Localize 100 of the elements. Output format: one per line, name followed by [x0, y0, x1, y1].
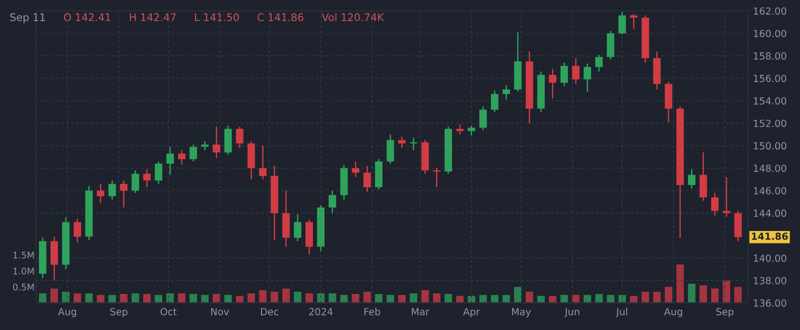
- bar: [120, 294, 128, 303]
- bar: [282, 288, 290, 303]
- y-tick-label: 150.00: [754, 142, 786, 150]
- candlestick: [432, 168, 440, 188]
- y-tick-label: 138.00: [754, 276, 786, 284]
- bar: [514, 286, 522, 303]
- annotation: O 142.41: [64, 13, 110, 22]
- x-tick-label: Aug: [664, 308, 682, 318]
- bar: [502, 294, 510, 303]
- bar: [143, 294, 151, 303]
- candlestick: [700, 152, 708, 202]
- candlestick: [120, 180, 128, 208]
- bar: [734, 286, 742, 303]
- y-tick-label: 156.00: [754, 74, 786, 82]
- bar: [432, 293, 440, 303]
- bar: [190, 294, 198, 303]
- bar: [375, 294, 382, 303]
- bar: [62, 292, 70, 303]
- bar: [270, 292, 278, 303]
- candlestick: [166, 146, 174, 176]
- candlestick: [456, 124, 464, 136]
- bar: [386, 294, 394, 303]
- bar: [74, 293, 82, 303]
- y2-tick-label: 1.0M: [13, 268, 34, 274]
- bar: [224, 294, 232, 303]
- bar: [548, 296, 556, 303]
- candlestick: [548, 68, 556, 100]
- bar: [560, 294, 568, 303]
- bar: [201, 294, 209, 303]
- bar: [490, 294, 498, 303]
- bar: [456, 296, 464, 303]
- bar: [526, 292, 534, 303]
- bar: [642, 292, 650, 303]
- annotation: H 142.47: [130, 13, 176, 22]
- y-tick-label: 160.00: [754, 30, 786, 38]
- bar: [352, 294, 360, 303]
- candlestick: [490, 90, 498, 113]
- x-tick-label: Oct: [160, 308, 177, 316]
- bar: [132, 293, 140, 303]
- bar: [305, 293, 313, 303]
- bar: [711, 288, 719, 303]
- candlestick: [143, 168, 151, 188]
- bar: [410, 293, 418, 303]
- candlestick: [96, 183, 104, 204]
- x-tick-label: Jul: [616, 308, 628, 318]
- candlestick: [618, 11, 626, 36]
- candlestick: [50, 236, 58, 282]
- y-tick-label: 140.00: [754, 254, 786, 262]
- bar: [676, 264, 684, 303]
- x-tick-label: May: [512, 308, 531, 318]
- x-tick-label: Feb: [364, 308, 380, 316]
- bar: [108, 294, 116, 303]
- candlestick: [630, 14, 638, 30]
- candlestick: [595, 54, 603, 72]
- bar: [259, 290, 267, 303]
- bar: [630, 296, 638, 303]
- candlestick: [572, 57, 580, 85]
- annotation: L 141.50: [195, 13, 239, 22]
- bar: [444, 294, 452, 303]
- x-tick-label: Sep: [110, 308, 128, 318]
- bar: [236, 296, 244, 303]
- candlestick: [224, 124, 232, 156]
- bar: [317, 293, 325, 303]
- candlestick: [688, 168, 696, 189]
- candlestick: [468, 124, 476, 136]
- bar: [363, 292, 371, 303]
- bar: [584, 294, 592, 303]
- bar: [421, 290, 429, 303]
- candlestick: [398, 136, 406, 149]
- candlestick: [410, 137, 418, 151]
- candlestick: [502, 84, 510, 100]
- x-tick-label: Aug: [58, 308, 76, 318]
- candlestick: [132, 170, 140, 194]
- x-tick-label: Nov: [211, 308, 229, 316]
- bar: [96, 294, 104, 303]
- candlestick: [386, 134, 394, 164]
- candlestick: [352, 160, 360, 178]
- y-tick-label: 144.00: [754, 210, 786, 217]
- y-tick-label: 152.00: [754, 120, 786, 128]
- y-tick-label: 146.00: [754, 187, 786, 194]
- candlestick: [606, 30, 614, 60]
- candlestick: [74, 218, 82, 243]
- y2-tick-label: 0.5M: [13, 284, 34, 290]
- candlestick: [108, 180, 116, 200]
- bar: [294, 292, 302, 303]
- candlestick: [328, 190, 336, 214]
- bar: [722, 280, 730, 303]
- y-tick-label: 162.00: [754, 7, 786, 15]
- candlestick: [711, 192, 719, 216]
- y-tick-label: 158.00: [754, 52, 786, 60]
- candlestick: [259, 145, 267, 180]
- candlestick: [178, 150, 186, 166]
- candlestick: [212, 126, 220, 159]
- bar: [653, 292, 661, 303]
- candlestick: [584, 63, 592, 92]
- bar: [688, 284, 696, 303]
- y-tick-label: 154.00: [754, 97, 786, 105]
- bar: [248, 293, 255, 303]
- bar: [50, 288, 58, 303]
- bar: [479, 294, 487, 303]
